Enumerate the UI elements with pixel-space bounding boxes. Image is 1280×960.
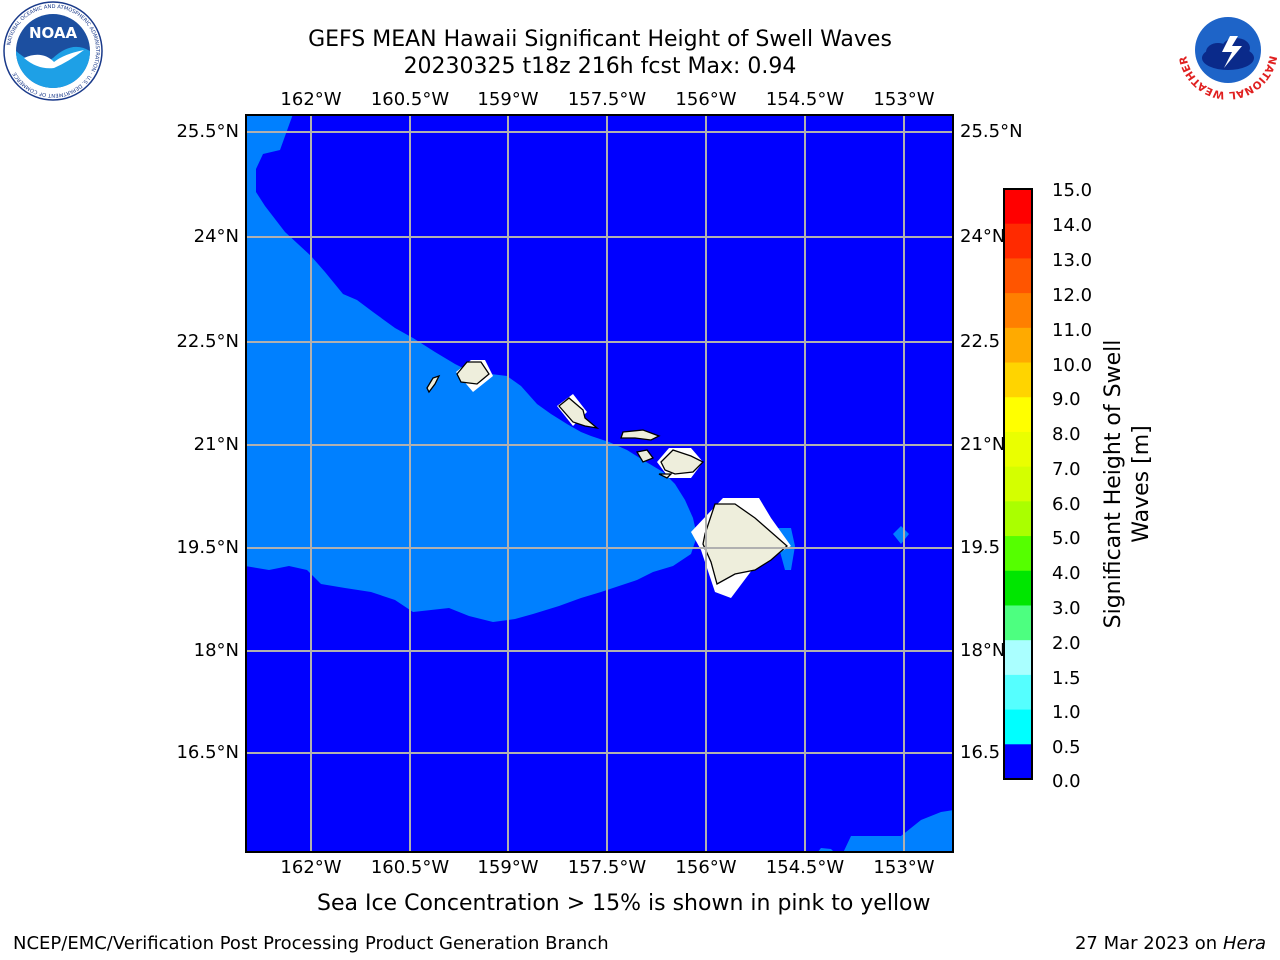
- colorbar-tick-label: 12.0: [1052, 285, 1093, 306]
- lat-tick-left: 25.5°N: [176, 121, 239, 142]
- lon-tick-bottom: 160.5°W: [370, 857, 450, 878]
- lon-tick-top: 157.5°W: [567, 89, 647, 110]
- colorbar-tick-label: 6.0: [1052, 494, 1081, 515]
- swell-height-map: [245, 114, 954, 853]
- colorbar-tick-label: 9.0: [1052, 389, 1081, 410]
- hawaii-island: [702, 503, 788, 585]
- lon-tick-bottom: 154.5°W: [765, 857, 845, 878]
- lon-tick-top: 160.5°W: [370, 89, 450, 110]
- colorbar-segment: [1004, 605, 1032, 641]
- lon-tick-bottom: 153°W: [873, 857, 935, 878]
- maui-island: [660, 449, 705, 475]
- sea-ice-caption: Sea Ice Concentration > 15% is shown in …: [317, 891, 931, 916]
- lon-tick-bottom: 156°W: [675, 857, 737, 878]
- colorbar-tick-label: 3.0: [1052, 598, 1081, 619]
- colorbar-tick-label: 14.0: [1052, 215, 1093, 236]
- colorbar-segment: [1004, 536, 1032, 572]
- map-gridlines: [245, 114, 954, 853]
- lat-tick-right: 24°N: [960, 226, 1006, 247]
- lon-tick-top: 159°W: [477, 89, 539, 110]
- lon-tick-top: 154.5°W: [765, 89, 845, 110]
- colorbar-segment: [1004, 223, 1032, 260]
- colorbar-segment: [1004, 640, 1032, 676]
- chart-subtitle: 20230325 t18z 216h fcst Max: 0.94: [403, 54, 797, 79]
- nws-logo-icon: NATIONAL WEATHER SERVICE: [1178, 0, 1278, 100]
- lat-tick-left: 21°N: [193, 434, 239, 455]
- molokai-island: [620, 429, 661, 441]
- colorbar-segment: [1004, 362, 1032, 398]
- colorbar-segment: [1004, 744, 1032, 780]
- colorbar-tick-label: 2.0: [1052, 633, 1081, 654]
- colorbar-tick-label: 4.0: [1052, 563, 1081, 584]
- lat-tick-right: 18°N: [960, 640, 1006, 661]
- chart-title: GEFS MEAN Hawaii Significant Height of S…: [308, 27, 892, 52]
- kauai-island: [456, 361, 490, 385]
- colorbar-tick-label: 11.0: [1052, 320, 1093, 341]
- colorbar-tick-label: 1.0: [1052, 702, 1081, 723]
- colorbar-tick-label: 8.0: [1052, 424, 1081, 445]
- lat-tick-left: 18°N: [193, 640, 239, 661]
- colorbar-tick-label: 13.0: [1052, 250, 1093, 271]
- colorbar-segment: [1004, 709, 1032, 745]
- lon-tick-top: 153°W: [873, 89, 935, 110]
- map-frame: [245, 114, 954, 853]
- colorbar-segment: [1004, 293, 1032, 329]
- colorbar-segment: [1004, 501, 1032, 537]
- lat-tick-left: 24°N: [193, 226, 239, 247]
- ocean-mid-region: [843, 810, 954, 853]
- colorbar-title-line1: Significant Height of Swell: [1101, 339, 1126, 629]
- lat-tick-left: 16.5°N: [176, 742, 239, 763]
- colorbar-tick-label: 7.0: [1052, 459, 1081, 480]
- colorbar-tick-label: 1.5: [1052, 668, 1081, 689]
- colorbar-tick-label: 5.0: [1052, 528, 1081, 549]
- lon-tick-bottom: 162°W: [280, 857, 342, 878]
- colorbar-tick-label: 15.0: [1052, 180, 1093, 201]
- lat-tick-left: 19.5°N: [176, 537, 239, 558]
- colorbar-segment: [1004, 258, 1032, 294]
- noaa-logo-icon: NOAA NATIONAL OCEANIC AND ATMOSPHERIC AD…: [3, 1, 103, 101]
- footer-branch: NCEP/EMC/Verification Post Processing Pr…: [13, 933, 609, 954]
- lanai-island: [635, 449, 655, 463]
- footer-date-text: 27 Mar 2023 on: [1074, 933, 1218, 954]
- kahoolawe-island: [658, 473, 673, 479]
- colorbar: [1003, 188, 1033, 780]
- lat-tick-right: 22.5: [960, 331, 1001, 352]
- colorbar-tick-label: 0.0: [1052, 771, 1081, 792]
- niihau-island: [426, 374, 441, 394]
- lat-tick-left: 22.5°N: [176, 331, 239, 352]
- lon-tick-top: 162°W: [280, 89, 342, 110]
- colorbar-tick-label: 10.0: [1052, 355, 1093, 376]
- oahu-island: [558, 397, 600, 430]
- colorbar-segment: [1004, 431, 1032, 468]
- ocean-mid-region: [245, 114, 697, 622]
- colorbar-tick-label: 0.5: [1052, 737, 1081, 758]
- colorbar-segment: [1004, 397, 1032, 433]
- footer-date: 27 Mar 2023 on Hera: [1075, 933, 1266, 954]
- lat-tick-right: 16.5: [960, 742, 1001, 763]
- colorbar-segment: [1004, 674, 1032, 711]
- colorbar-segment: [1004, 327, 1032, 364]
- lat-tick-right: 21°N: [960, 434, 1006, 455]
- lon-tick-top: 156°W: [675, 89, 737, 110]
- lon-tick-bottom: 157.5°W: [567, 857, 647, 878]
- colorbar-title-line2: Waves [m]: [1129, 425, 1154, 543]
- lon-tick-bottom: 159°W: [477, 857, 539, 878]
- colorbar-title: Significant Height of Swell Waves [m]: [1100, 284, 1156, 684]
- footer-host: Hera: [1222, 933, 1266, 954]
- colorbar-segment: [1004, 189, 1032, 225]
- colorbar-segment: [1004, 570, 1032, 607]
- colorbar-segment: [1004, 466, 1032, 502]
- noaa-logo-text: NOAA: [29, 24, 78, 42]
- lat-tick-right: 25.5°N: [960, 121, 1023, 142]
- lat-tick-right: 19.5: [960, 537, 1001, 558]
